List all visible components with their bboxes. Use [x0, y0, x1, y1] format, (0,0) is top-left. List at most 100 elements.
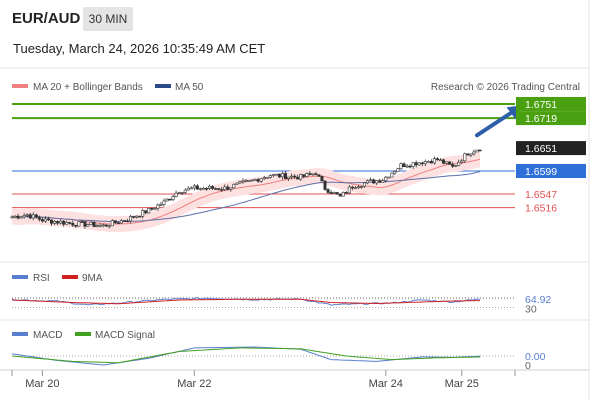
candle-body — [153, 208, 157, 210]
price-badge-text-1.6651: 1.6651 — [525, 143, 557, 155]
candle-body — [384, 176, 388, 181]
candle-body — [150, 207, 154, 210]
candle-body — [375, 180, 379, 184]
candle-body — [335, 192, 339, 195]
price-badge-text-1.6751: 1.6751 — [525, 99, 557, 111]
candle-body — [220, 189, 224, 191]
ma20-legend-label: MA 20 + Bollinger Bands — [33, 82, 143, 93]
candle-body — [183, 189, 187, 193]
candle-body — [274, 173, 278, 176]
candle-body — [83, 221, 87, 227]
candle-body — [256, 179, 260, 182]
candle-body — [159, 204, 163, 206]
candle-body — [372, 179, 376, 184]
candle-body — [37, 217, 41, 220]
price-label-1.6516: 1.6516 — [525, 203, 557, 215]
candle-body — [347, 186, 351, 194]
candle-body — [277, 173, 281, 178]
candle-body — [435, 158, 439, 161]
candle-body — [305, 173, 309, 177]
price-badge-1.6751 — [516, 96, 586, 111]
candle-body — [463, 153, 467, 162]
candle-body — [229, 187, 233, 190]
candle-body — [214, 188, 218, 190]
candle-body — [56, 221, 60, 224]
candle-body — [353, 187, 357, 190]
price-badge-text-1.6599: 1.6599 — [525, 166, 557, 178]
candle-body — [472, 151, 476, 155]
candle-body — [211, 186, 215, 189]
candle-body — [338, 193, 342, 197]
candle-body — [438, 159, 442, 162]
candle-body — [423, 161, 427, 165]
candle-body — [186, 187, 190, 191]
candle-body — [141, 210, 145, 217]
candle-body — [138, 215, 142, 218]
candle-body — [296, 176, 300, 180]
forecast-arrow — [474, 105, 523, 138]
candle-body — [284, 173, 288, 180]
candle-body — [290, 175, 294, 178]
candle-body — [332, 192, 336, 194]
candle-body — [280, 173, 284, 178]
candle-body — [53, 221, 57, 224]
candle-body — [162, 200, 166, 205]
candle-body — [59, 220, 63, 224]
rsi-legend-label: RSI — [33, 273, 50, 284]
candle-body — [107, 225, 111, 228]
rsi-series-1 — [11, 298, 480, 305]
candle-body — [442, 159, 446, 164]
candle-body — [113, 220, 117, 224]
candle-body — [204, 187, 208, 190]
candle-body — [50, 219, 54, 224]
candle-body — [396, 168, 400, 172]
price-label-1.6547: 1.6547 — [525, 189, 557, 201]
candle-body — [314, 173, 318, 176]
candle-body — [363, 182, 367, 187]
candle-body — [92, 221, 96, 227]
candle-body — [341, 192, 345, 197]
candle-body — [250, 179, 254, 182]
ma20-legend-swatch — [12, 84, 28, 88]
candle-body — [22, 215, 26, 218]
candle-body — [253, 179, 257, 181]
candle-body — [241, 180, 245, 183]
main-legend: MA 20 + Bollinger Bands MA 50 Research ©… — [12, 82, 580, 93]
ma50-legend-swatch — [155, 84, 171, 88]
candle-body — [426, 161, 430, 163]
macd-signal-legend-label: MACD Signal — [95, 330, 155, 341]
macd-panel: 0.000 — [11, 346, 546, 372]
price-badge-1.6599 — [516, 164, 586, 179]
candle-body — [165, 198, 169, 202]
pair-title: EUR/AUD — [12, 10, 81, 27]
candle-body — [302, 174, 306, 177]
candle-body — [356, 186, 360, 189]
candle-body — [74, 224, 78, 227]
candle-body — [432, 158, 436, 164]
candle-body — [381, 180, 385, 183]
candle-body — [399, 163, 403, 170]
candle-body — [226, 186, 230, 190]
candle-body — [19, 216, 23, 219]
candle-body — [238, 181, 242, 184]
candle-body — [299, 174, 303, 180]
rsi-ma-legend-swatch — [62, 275, 78, 279]
candle-body — [77, 221, 81, 227]
candle-body — [320, 176, 324, 182]
candle-body — [414, 162, 418, 166]
candle-body — [451, 164, 455, 167]
candle-body — [129, 216, 133, 222]
x-tick-label: Mar 22 — [177, 378, 211, 390]
candle-body — [86, 224, 90, 227]
candle-body — [40, 219, 44, 222]
candle-body — [271, 173, 275, 176]
candle-body — [98, 224, 102, 227]
candle-body — [448, 161, 452, 165]
x-axis: Mar 20 Mar 22 Mar 24 Mar 25 — [11, 370, 516, 390]
candle-body — [71, 222, 75, 226]
timeframe-badge[interactable]: 30 MIN — [83, 7, 133, 31]
candle-body — [235, 182, 239, 185]
candle-body — [366, 180, 370, 184]
ma50-line — [11, 171, 481, 222]
